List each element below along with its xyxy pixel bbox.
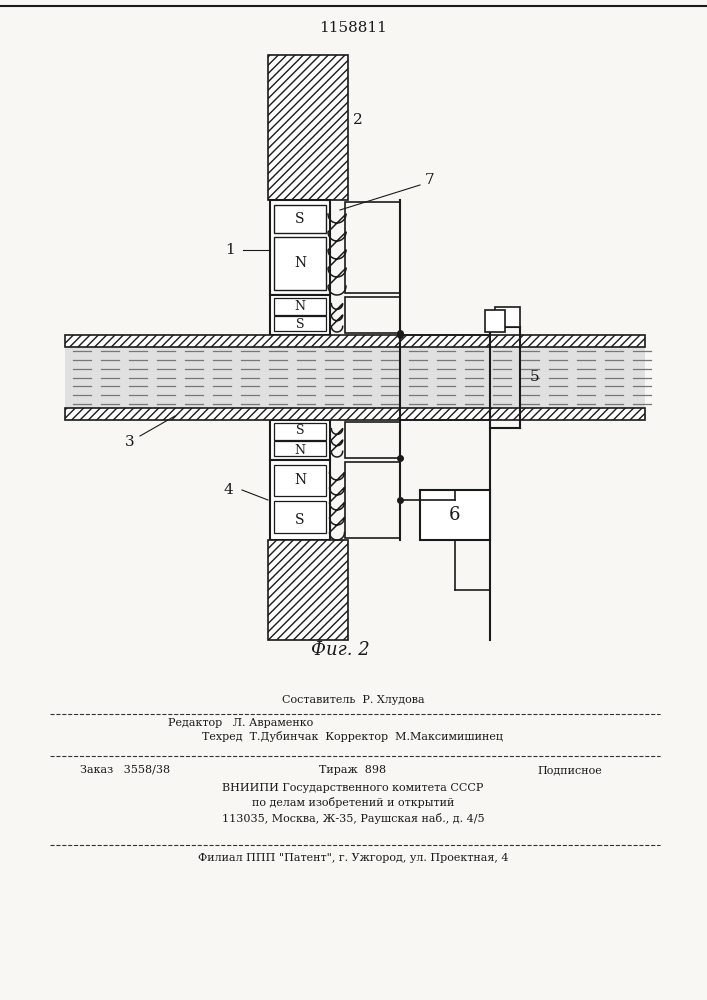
Bar [420,490,490,540]
Text: Заказ   3558/38: Заказ 3558/38 [80,765,170,775]
Text: S: S [296,318,304,332]
Bar [274,465,326,496]
Text: Подписное: Подписное [537,765,602,775]
Text: 6: 6 [449,506,461,524]
Text: 5: 5 [530,370,540,384]
Text: N: N [295,444,305,456]
Bar [274,237,326,290]
Bar [270,295,330,335]
Text: 4: 4 [223,483,233,497]
Text: 3: 3 [125,435,135,449]
Bar [274,316,326,331]
Text: Редактор   Л. Авраменко: Редактор Л. Авраменко [168,718,313,728]
Text: N: N [295,300,305,312]
Bar [268,55,348,200]
Text: Тираж  898: Тираж 898 [320,765,387,775]
Bar [65,408,645,420]
Text: 113035, Москва, Ж-35, Раушская наб., д. 4/5: 113035, Москва, Ж-35, Раушская наб., д. … [222,812,484,824]
Bar [270,200,330,295]
Text: Техред  Т.Дубинчак  Корректор  М.Максимишинец: Техред Т.Дубинчак Корректор М.Максимишин… [202,732,503,742]
Bar [65,335,645,347]
Bar [274,298,326,315]
Bar [485,310,505,332]
Text: 1: 1 [225,243,235,257]
Text: 1158811: 1158811 [319,21,387,35]
Bar [270,460,330,540]
Bar [274,205,326,233]
Text: ВНИИПИ Государственного комитета СССР: ВНИИПИ Государственного комитета СССР [222,783,484,793]
Text: Фиг. 2: Фиг. 2 [310,641,369,659]
Text: N: N [294,473,306,487]
Text: S: S [296,424,304,438]
Text: 2: 2 [353,113,363,127]
Bar [345,202,400,293]
Text: Составитель  Р. Хлудова: Составитель Р. Хлудова [281,695,424,705]
Bar [65,347,645,408]
Bar [270,420,330,460]
Text: по делам изобретений и открытий: по делам изобретений и открытий [252,796,454,808]
Bar [268,540,348,640]
Text: N: N [294,256,306,270]
Text: S: S [296,212,305,226]
Bar [274,441,326,456]
Bar [495,307,520,327]
Bar [345,462,400,538]
Bar [345,422,400,458]
Bar [274,501,326,533]
Text: Филиал ППП "Патент", г. Ужгород, ул. Проектная, 4: Филиал ППП "Патент", г. Ужгород, ул. Про… [198,853,508,863]
Bar [274,423,326,440]
Bar [345,297,400,333]
Text: S: S [296,513,305,527]
Text: 7: 7 [425,173,435,187]
